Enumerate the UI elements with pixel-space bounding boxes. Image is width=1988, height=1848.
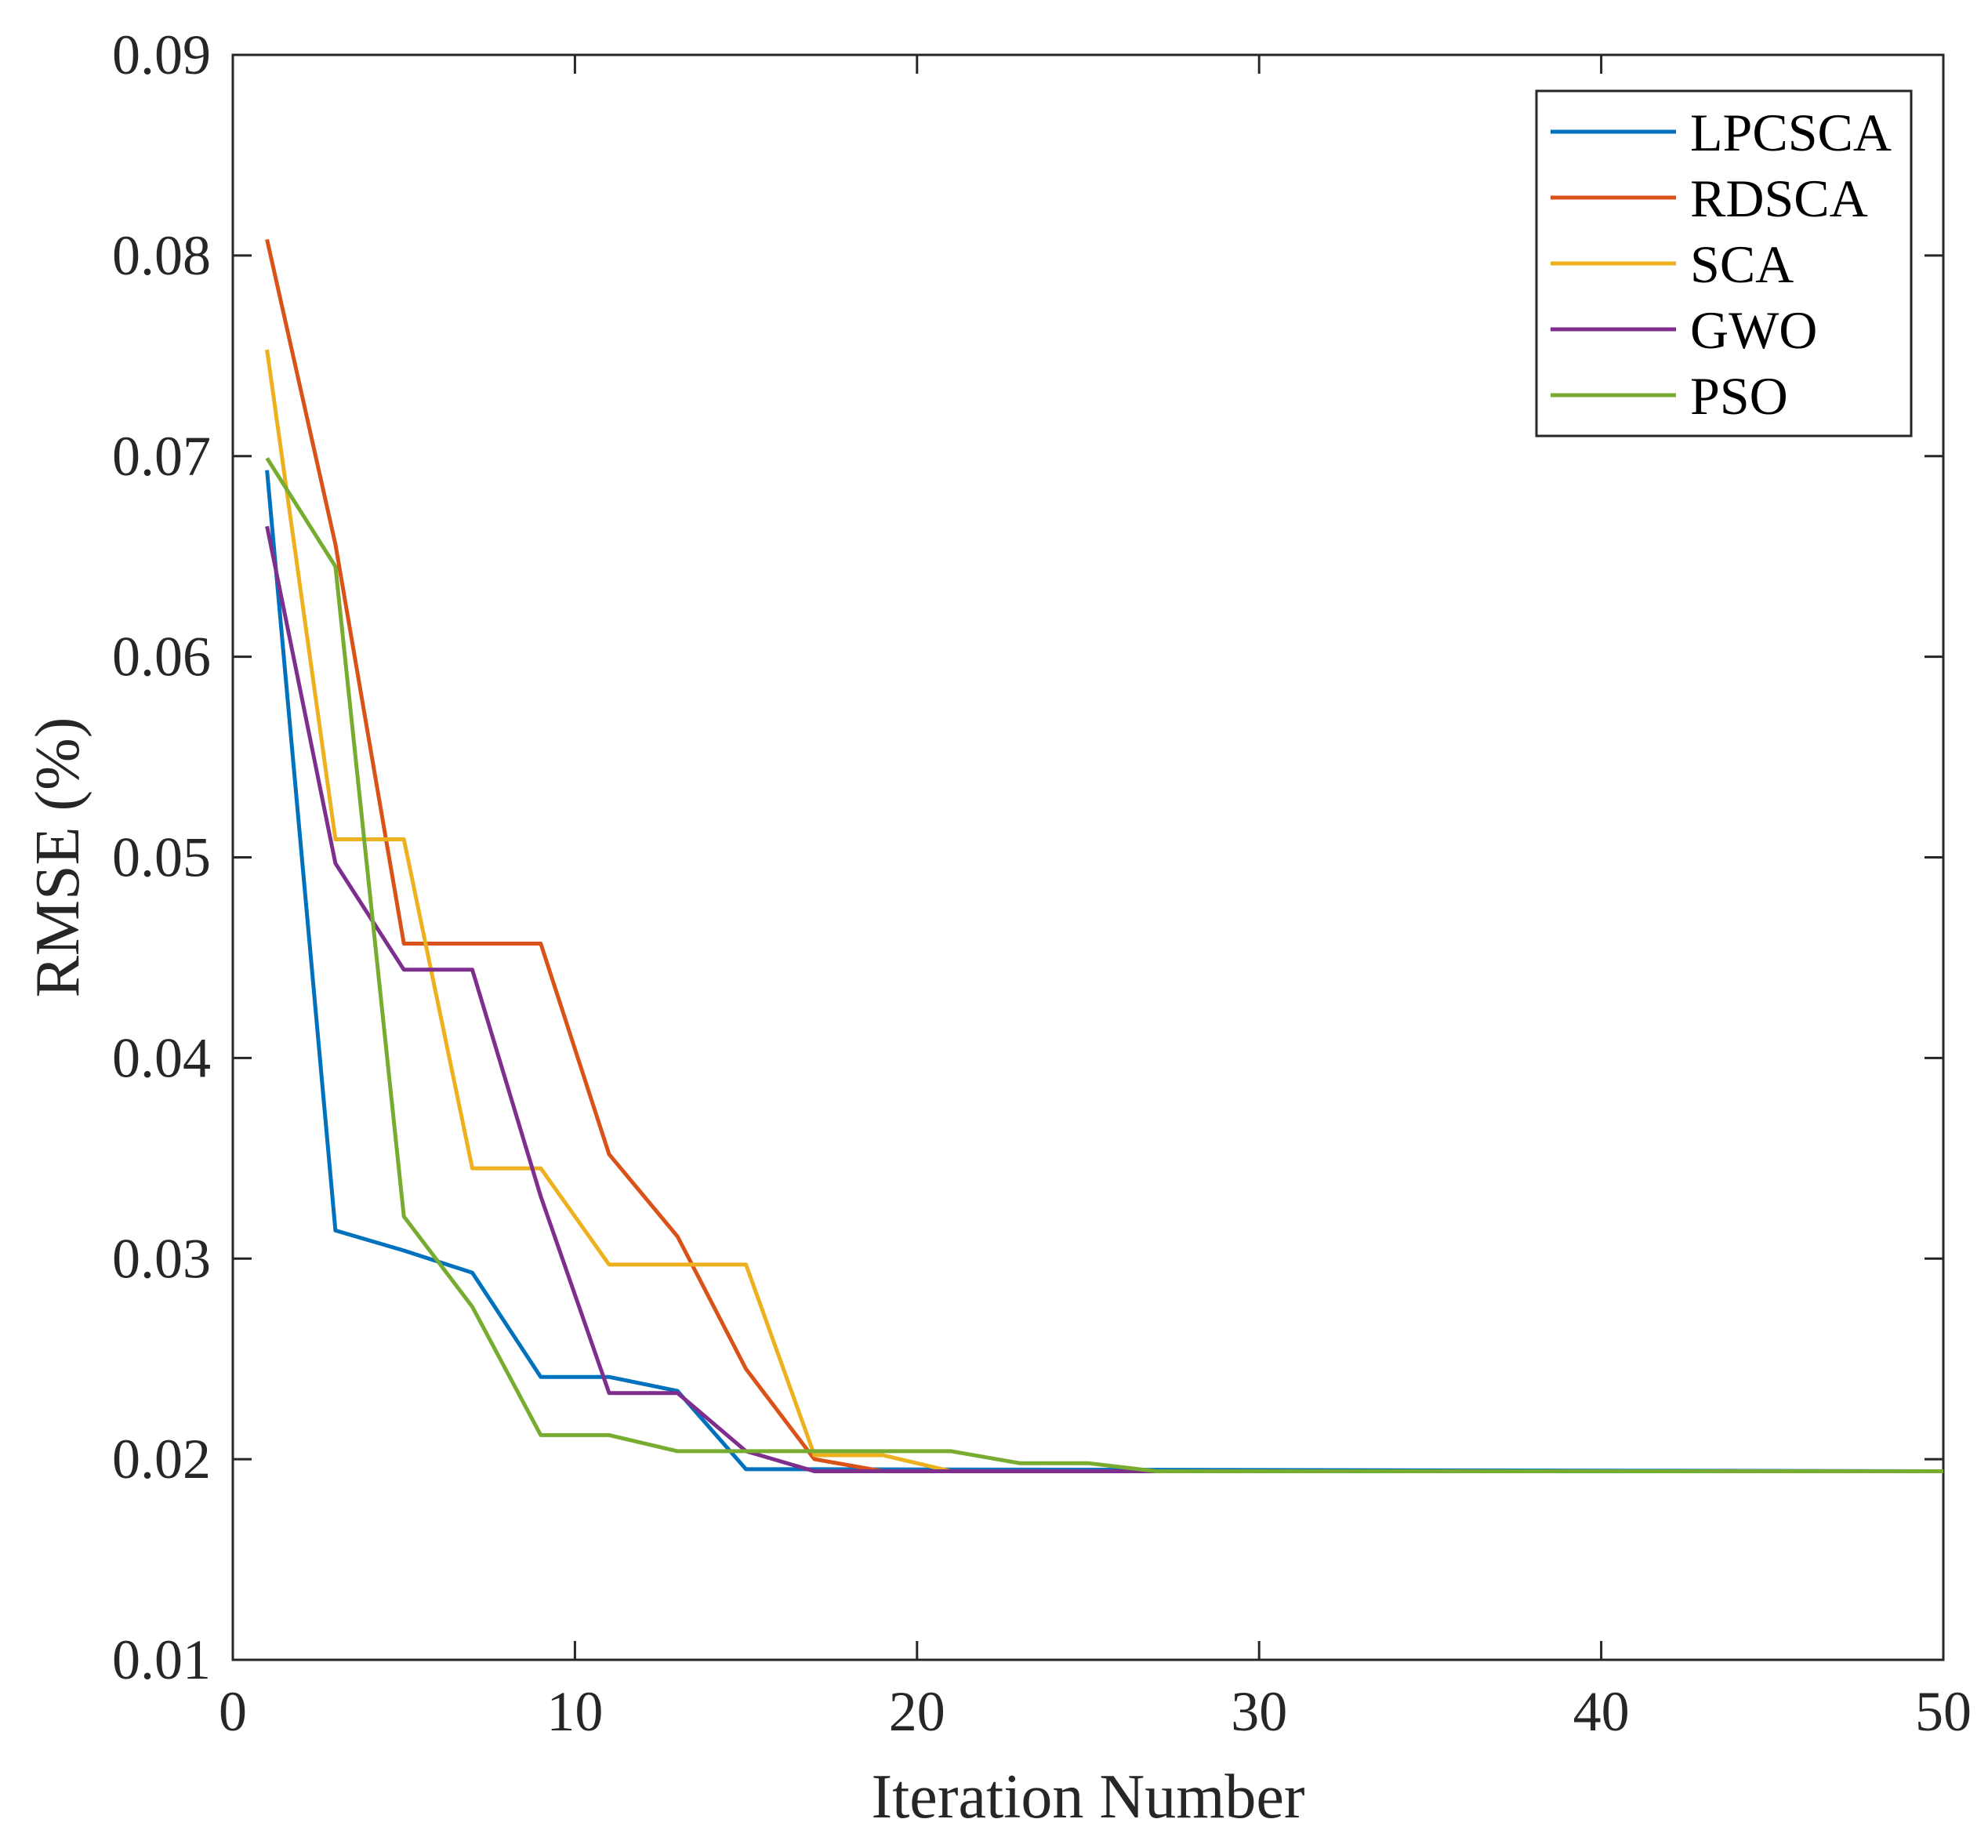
legend-label-pso: PSO [1690, 366, 1788, 426]
y-tick-label: 0.02 [112, 1428, 211, 1490]
y-tick-label: 0.01 [112, 1628, 211, 1691]
y-tick-label: 0.05 [112, 826, 211, 889]
series-line-gwo [265, 525, 1943, 1473]
x-tick-label: 20 [889, 1680, 945, 1743]
x-tick-label: 10 [546, 1680, 603, 1743]
y-tick-label: 0.07 [112, 425, 211, 488]
series-layer [265, 238, 1944, 1473]
y-tick-label: 0.09 [112, 24, 211, 86]
legend-label-lpcsca: LPCSCA [1690, 103, 1892, 162]
series-line-pso [265, 456, 1943, 1473]
y-tick-label: 0.03 [112, 1227, 211, 1290]
y-tick-label: 0.04 [112, 1026, 211, 1089]
y-axis-title: RMSE (%) [24, 717, 93, 998]
x-tick-label: 40 [1573, 1680, 1630, 1743]
series-line-rdsca [265, 238, 1943, 1473]
y-tick-label: 0.06 [112, 626, 211, 688]
x-tick-label: 0 [219, 1680, 247, 1743]
x-tick-label: 50 [1915, 1680, 1972, 1743]
x-axis-title: Iteration Number [871, 1763, 1304, 1832]
axes-layer: 0 10 20 30 40 50 0.01 0.02 0.03 0.04 0.05 0.06 0.07 0… [24, 24, 1972, 1832]
series-line-sca [265, 349, 1943, 1473]
y-tick-label: 0.08 [112, 224, 211, 287]
legend-label-rdsca: RDSCA [1690, 169, 1868, 228]
legend-label-sca: SCA [1690, 234, 1794, 294]
series-line-lpcsca [265, 470, 1944, 1473]
x-tick-label: 30 [1231, 1680, 1287, 1743]
legend-label-gwo: GWO [1690, 300, 1817, 360]
